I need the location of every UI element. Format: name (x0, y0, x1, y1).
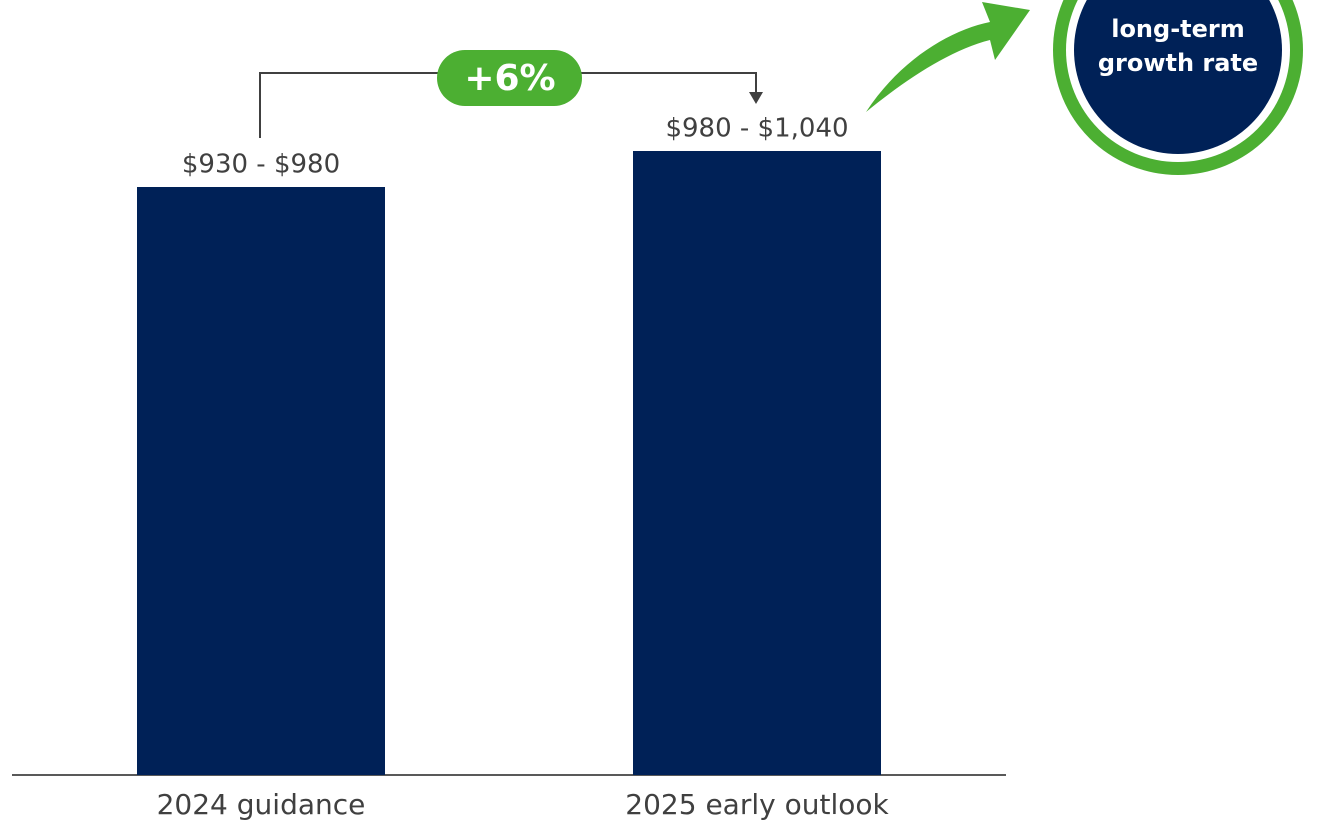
value-label: $930 - $980 (182, 150, 340, 180)
bracket-arrowhead (749, 92, 763, 104)
x-tick-label: 2025 early outlook (625, 788, 889, 821)
bar (137, 187, 385, 775)
badge-core (1074, 0, 1282, 154)
annotation: +6% (464, 58, 555, 99)
badge-text: long-term (1111, 15, 1245, 43)
badge-text: growth rate (1098, 49, 1258, 77)
annotation-pill (437, 50, 582, 106)
value-label: $980 - $1,040 (665, 114, 848, 144)
growth-arrow (866, 2, 1030, 112)
bar (633, 151, 881, 775)
x-tick-label: 2024 guidance (157, 788, 366, 821)
